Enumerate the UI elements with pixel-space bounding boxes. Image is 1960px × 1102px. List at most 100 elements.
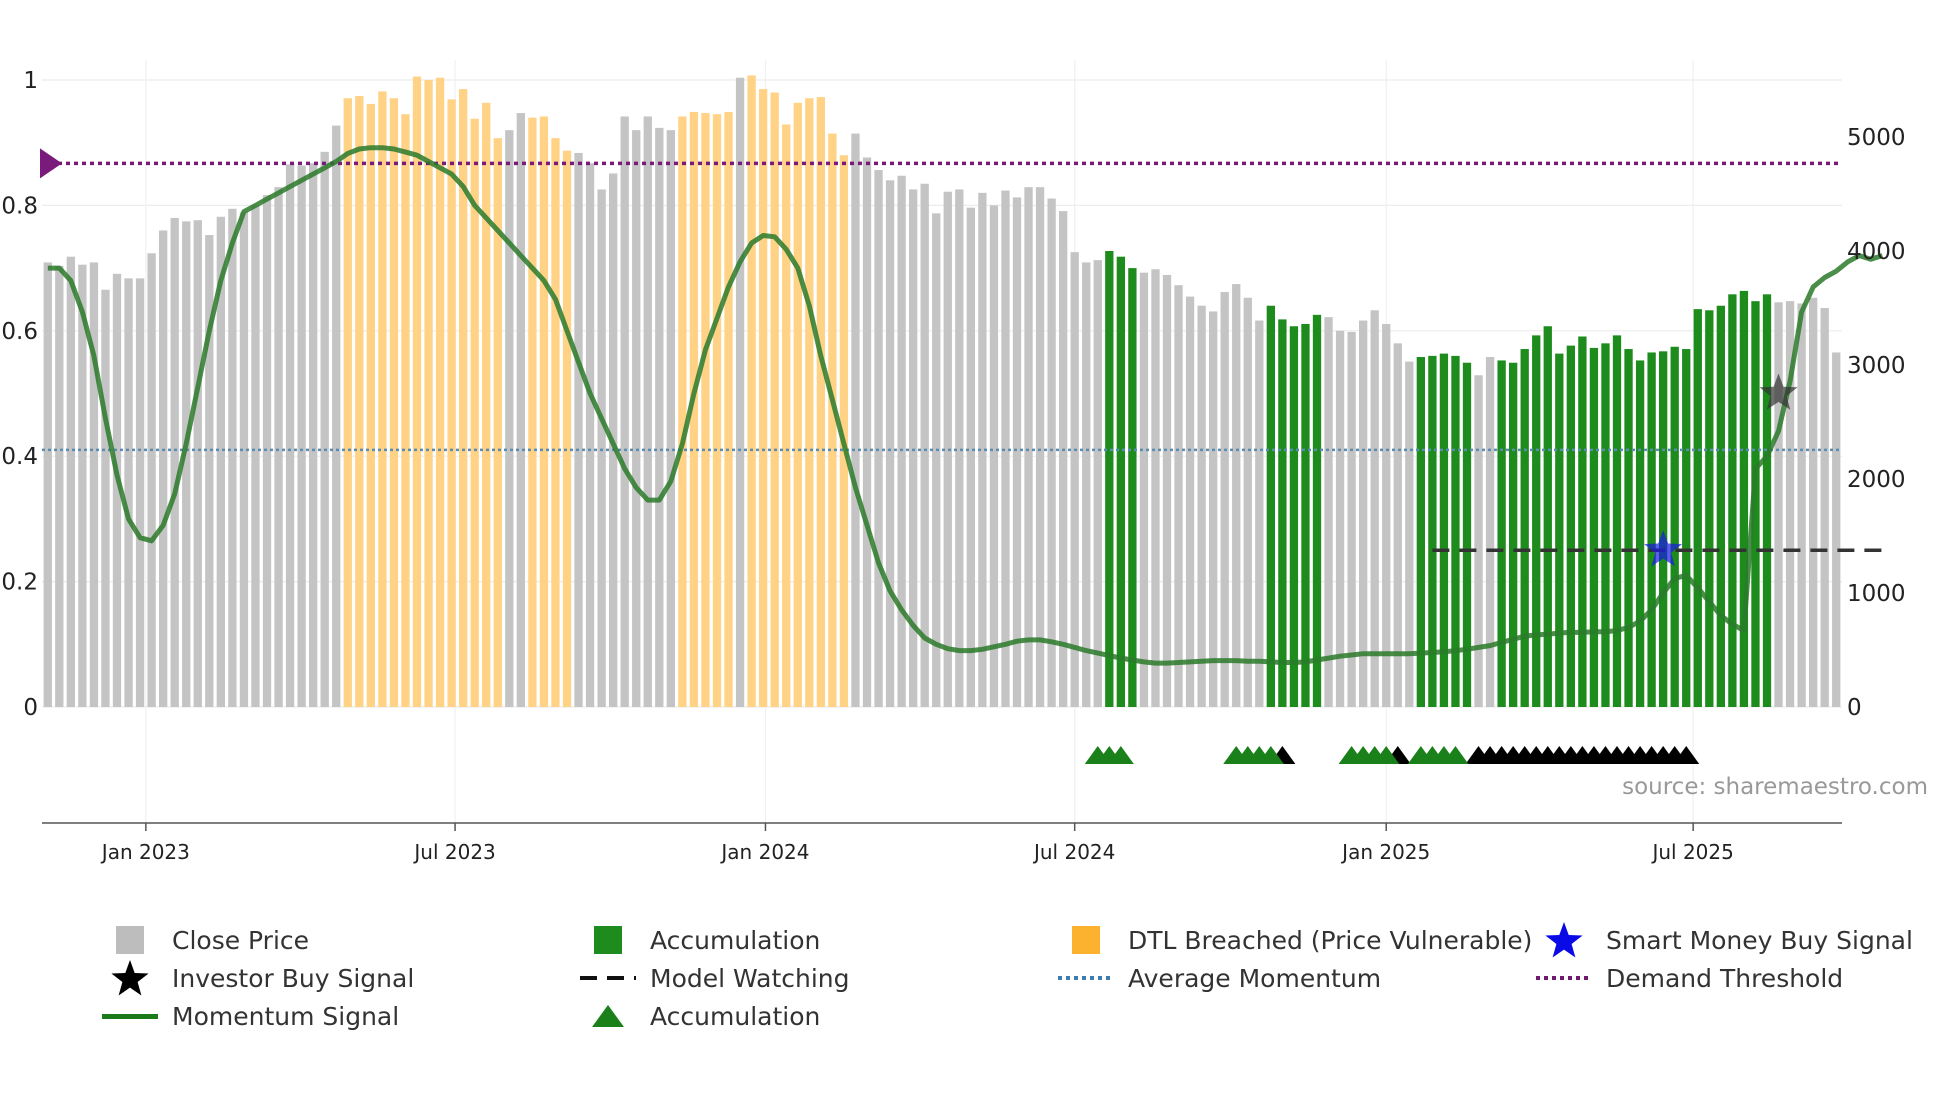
left-tick-label: 0.2 — [1, 570, 38, 596]
close-price-bar — [1232, 284, 1241, 707]
close-price-bar — [66, 256, 75, 707]
close-price-bar — [862, 157, 872, 707]
close-price-bar — [251, 205, 260, 707]
accumulation-bar — [1509, 362, 1518, 707]
right-tick-label: 0 — [1847, 695, 1862, 721]
accumulation-bar — [1289, 326, 1299, 707]
close-price-bar — [1474, 375, 1483, 707]
dtl-breached-bar — [470, 118, 479, 707]
price-bars — [43, 75, 1841, 708]
accumulation-bar — [1105, 251, 1114, 707]
dtl-breached-bar — [828, 133, 837, 707]
close-price-bar — [1243, 297, 1252, 707]
accumulation-bar — [1624, 349, 1633, 707]
close-price-bar — [1174, 285, 1183, 707]
demand-threshold-marker — [40, 148, 62, 179]
close-price-bar — [1809, 297, 1818, 707]
close-price-bar — [285, 164, 295, 708]
dtl-breached-bar — [793, 102, 802, 708]
close-price-bar — [1797, 303, 1806, 707]
accumulation-bar — [1728, 294, 1737, 707]
close-price-bar — [920, 183, 929, 708]
dtl-breached-bar — [805, 98, 814, 708]
accumulation-bar — [1301, 323, 1310, 707]
accumulation-bar — [1566, 345, 1575, 707]
accumulation-bar — [1416, 357, 1425, 707]
right-tick-label: 4000 — [1847, 239, 1906, 265]
dtl-breached-bar — [539, 116, 549, 708]
right-tick-label: 2000 — [1847, 467, 1906, 493]
dtl-breached-bar — [562, 150, 572, 707]
close-price-bar — [78, 264, 87, 707]
close-price-bar — [55, 265, 64, 707]
close-price-bar — [1162, 274, 1172, 707]
close-price-bar — [1359, 320, 1368, 707]
close-price-bar — [1093, 260, 1102, 707]
accumulation-triangle — [1442, 746, 1469, 764]
accumulation-bar — [1439, 353, 1449, 707]
accumulation-triangle — [1257, 746, 1284, 764]
close-price-bar — [735, 77, 745, 708]
x-tick-label: Jul 2023 — [412, 840, 495, 864]
dtl-breached-bar — [528, 117, 537, 708]
accumulation-bar — [1555, 353, 1564, 707]
dtl-breached-bar — [689, 111, 699, 708]
right-tick-label: 3000 — [1847, 353, 1906, 379]
dtl-breached-bar — [493, 138, 502, 707]
x-tick-label: Jan 2023 — [100, 840, 190, 864]
close-price-bar — [851, 133, 860, 707]
close-price-bar — [989, 205, 999, 707]
close-price-bar — [89, 262, 99, 707]
close-price-bar — [655, 127, 664, 707]
x-tick-label: Jan 2024 — [719, 840, 809, 864]
close-price-bar — [574, 152, 583, 707]
accumulation-bar — [1739, 290, 1749, 707]
close-price-bar — [1059, 211, 1068, 707]
dtl-breached-bar — [770, 92, 779, 708]
close-price-bar — [147, 253, 156, 707]
close-price-bar — [1001, 190, 1010, 707]
dtl-breached-bar — [378, 91, 387, 707]
dtl-breached-bar — [412, 76, 422, 707]
x-tick-label: Jul 2025 — [1650, 840, 1733, 864]
source-note: source: sharemaestro.com — [1622, 774, 1928, 800]
accumulation-bar — [1705, 310, 1714, 707]
close-price-bar — [216, 216, 225, 708]
close-price-bar — [1139, 272, 1149, 707]
accumulation-bar — [1428, 355, 1437, 707]
close-price-bar — [1405, 361, 1414, 707]
accumulation-bar — [1116, 256, 1125, 707]
close-price-bar — [1035, 187, 1045, 707]
close-price-bar — [1255, 320, 1264, 707]
dtl-breached-bar — [816, 97, 825, 708]
dtl-breached-bar — [389, 98, 399, 708]
close-price-bar — [1082, 262, 1091, 707]
accumulation-bar — [1451, 355, 1460, 707]
close-price-bar — [1335, 330, 1345, 707]
close-price-bar — [597, 189, 606, 707]
dtl-breached-bar — [712, 114, 722, 707]
close-price-bar — [943, 191, 952, 708]
close-price-bar — [1347, 331, 1356, 707]
dtl-breached-bar — [839, 155, 849, 708]
close-price-bar — [1070, 252, 1079, 707]
close-price-bar — [932, 213, 941, 707]
signal-markers — [1084, 373, 1798, 764]
close-price-bar — [1382, 323, 1391, 707]
close-price-bar — [1012, 197, 1022, 708]
close-price-bar — [1820, 308, 1829, 707]
accumulation-bar — [1647, 352, 1656, 707]
dtl-breached-bar — [551, 138, 560, 707]
close-price-bar — [320, 151, 329, 707]
dtl-breached-bar — [724, 111, 733, 708]
close-price-bar — [1785, 301, 1795, 707]
accumulation-bar — [1543, 326, 1552, 707]
dtl-breached-bar — [482, 102, 491, 708]
close-price-bar — [874, 170, 883, 707]
right-tick-label: 5000 — [1847, 125, 1906, 151]
accumulation-triangle-watching — [1673, 746, 1700, 764]
close-price-bar — [643, 116, 652, 708]
dtl-breached-bar — [447, 99, 456, 707]
accumulation-bar — [1659, 351, 1668, 707]
close-price-bar — [978, 192, 987, 708]
